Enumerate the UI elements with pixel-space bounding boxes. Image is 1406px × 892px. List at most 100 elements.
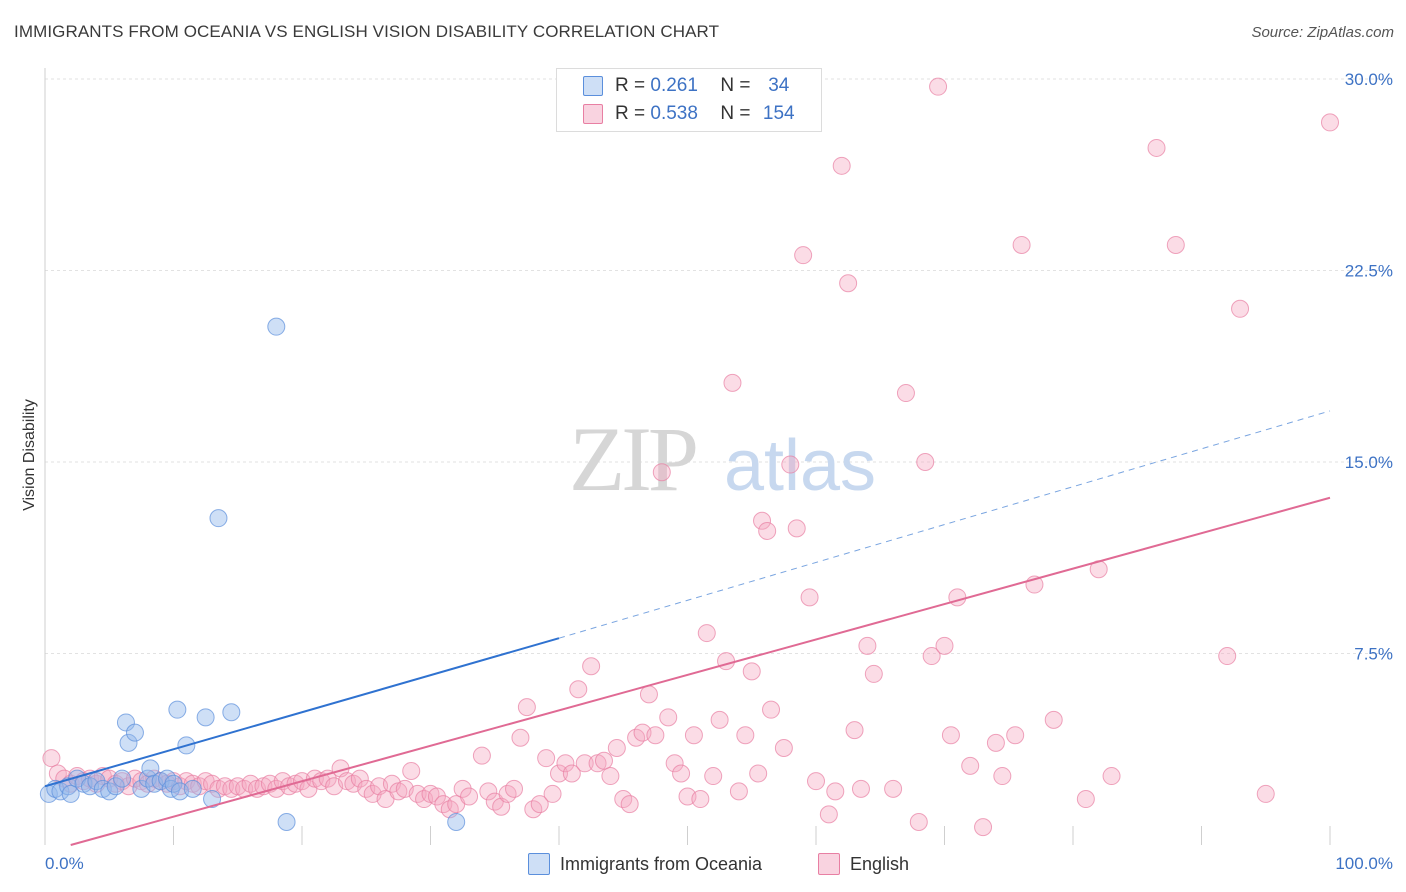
bottom-legend-label-oceania: Immigrants from Oceania — [560, 853, 763, 874]
point-english — [858, 636, 877, 655]
point-english — [742, 662, 761, 681]
data-points — [39, 77, 1339, 837]
point-english — [601, 767, 620, 786]
legend-r-value-oceania: 0.261 — [650, 75, 698, 96]
point-english — [762, 700, 781, 719]
point-oceania — [277, 813, 296, 832]
point-english — [562, 764, 581, 783]
watermark-atlas: atlas — [724, 426, 876, 506]
watermark-zip: ZIP — [569, 408, 696, 510]
point-english — [530, 795, 549, 814]
point-english — [691, 790, 710, 809]
point-english — [511, 728, 530, 747]
point-oceania — [141, 759, 160, 778]
point-english — [1006, 726, 1025, 745]
point-english — [550, 764, 568, 783]
point-english — [986, 733, 1005, 752]
legend-r-label: R = — [615, 75, 646, 96]
point-english — [1256, 784, 1275, 803]
x-tick-label-max: 100.0% — [1335, 854, 1393, 873]
point-english — [845, 721, 864, 740]
point-english — [948, 588, 967, 607]
point-english — [704, 767, 723, 786]
point-english — [717, 652, 736, 671]
point-english — [736, 726, 755, 745]
point-english — [350, 769, 369, 788]
x-tick-label-min: 0.0% — [45, 854, 84, 873]
point-english — [607, 738, 626, 757]
y-tick-label: 22.5% — [1345, 262, 1393, 281]
point-oceania — [61, 784, 80, 803]
point-oceania — [196, 708, 215, 727]
point-english — [794, 246, 813, 265]
point-english — [620, 795, 639, 814]
legend-n-label: N = — [720, 103, 751, 124]
point-english — [723, 373, 742, 392]
point-english — [781, 455, 800, 474]
point-english — [864, 664, 883, 683]
point-oceania — [203, 790, 222, 809]
point-oceania — [183, 779, 202, 798]
point-english — [582, 657, 601, 676]
bottom-legend-swatch-oceania — [528, 853, 550, 875]
point-english — [896, 384, 915, 403]
point-english — [909, 813, 928, 832]
point-english — [42, 749, 61, 768]
y-tick-label: 15.0% — [1345, 453, 1393, 472]
point-english — [935, 636, 954, 655]
point-english — [652, 463, 671, 482]
legend-swatch-oceania — [583, 76, 603, 96]
legend-r-label: R = — [615, 103, 646, 124]
point-english — [697, 624, 716, 643]
point-english — [753, 511, 772, 530]
bottom-legend-oceania[interactable]: Immigrants from Oceania — [528, 851, 762, 877]
point-english — [402, 761, 421, 780]
point-english — [922, 647, 941, 666]
point-english — [1147, 138, 1166, 157]
point-oceania — [119, 733, 138, 752]
point-english — [1321, 113, 1339, 132]
point-english — [1044, 710, 1063, 729]
bottom-legend-label-english: English — [850, 853, 910, 874]
point-english — [1231, 299, 1250, 318]
point-english — [758, 521, 777, 540]
point-english — [1076, 790, 1095, 809]
point-oceania — [106, 777, 125, 796]
bottom-legend-swatch-english — [818, 853, 840, 875]
legend-n-value-oceania: 34 — [768, 75, 790, 96]
point-english — [646, 726, 665, 745]
point-english — [537, 749, 556, 768]
point-english — [665, 754, 684, 773]
axes — [44, 68, 1331, 845]
point-english — [916, 453, 935, 471]
watermark: ZIP atlas — [569, 408, 876, 510]
point-english — [993, 767, 1012, 786]
point-english — [594, 751, 613, 770]
trend-line-english — [70, 496, 1331, 846]
point-oceania — [168, 700, 187, 719]
point-english — [974, 818, 993, 837]
point-oceania — [125, 723, 144, 742]
legend-row-english: R = 0.538 N = 154 — [583, 101, 802, 127]
point-english — [472, 746, 491, 765]
point-english — [851, 779, 870, 798]
source-credit: Source: ZipAtlas.com — [1251, 24, 1394, 41]
point-english — [832, 156, 851, 175]
point-english — [729, 782, 748, 801]
legend-swatch-english — [583, 104, 603, 124]
point-oceania — [447, 813, 466, 832]
point-english — [569, 680, 588, 699]
grid-lines — [45, 78, 1395, 654]
y-tick-label: 30.0% — [1345, 70, 1393, 89]
point-english — [427, 787, 446, 806]
bottom-legend-english[interactable]: English — [818, 851, 909, 877]
point-english — [941, 726, 960, 745]
y-tick-label: 7.5% — [1354, 645, 1393, 664]
point-english — [543, 784, 562, 803]
point-english — [684, 726, 703, 745]
point-english — [1166, 235, 1185, 254]
point-english — [787, 519, 806, 538]
point-english — [575, 754, 594, 773]
point-oceania — [267, 317, 286, 336]
point-english — [1012, 235, 1031, 254]
